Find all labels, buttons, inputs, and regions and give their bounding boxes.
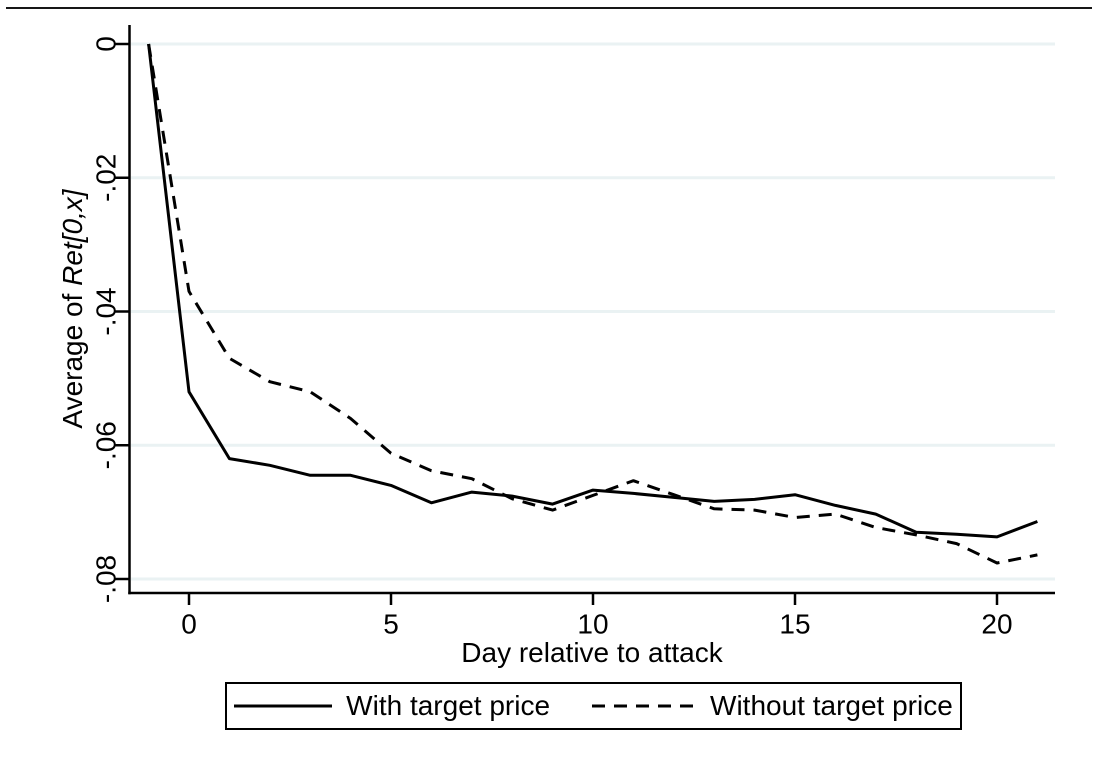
y-axis-title: Average of Ret[0,x] <box>57 189 89 428</box>
legend: With target price Without target price <box>225 682 962 730</box>
x-tick-label: 10 <box>577 609 608 640</box>
series-line-without-target-price <box>147 43 1038 565</box>
solid-line-sample <box>234 702 333 710</box>
x-tick-label: 0 <box>181 609 197 640</box>
top-horizontal-rule <box>6 7 1092 9</box>
dashed-line-sample <box>592 702 697 710</box>
x-axis-title: Day relative to attack <box>461 637 723 668</box>
legend-label-with-target-price: With target price <box>346 690 551 721</box>
legend-label-without-target-price: Without target price <box>710 690 953 721</box>
series-line-with-target-price <box>147 43 1038 539</box>
y-axis-title-italic: Ret[0,x] <box>57 189 88 286</box>
y-tick-label: -.02 <box>91 154 122 202</box>
x-tick-label: 20 <box>981 609 1012 640</box>
y-tick-label: 0 <box>91 36 122 52</box>
x-tick-label: 5 <box>383 609 399 640</box>
x-tick-label: 15 <box>779 609 810 640</box>
y-axis-title-text: Average of <box>57 285 88 429</box>
y-tick-label: -.04 <box>91 287 122 335</box>
y-tick-label: -.06 <box>91 421 122 469</box>
y-tick-label: -.08 <box>91 555 122 603</box>
